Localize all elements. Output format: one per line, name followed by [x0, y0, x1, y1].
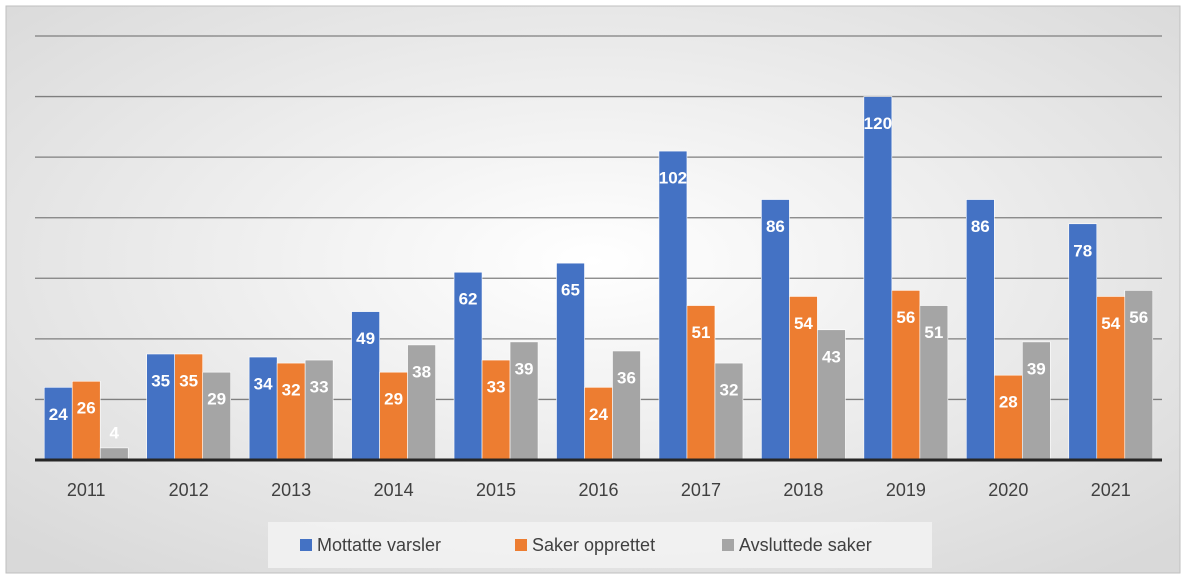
- value-label: 32: [719, 381, 738, 400]
- bar: [789, 296, 818, 461]
- value-label: 86: [766, 217, 785, 236]
- bar: [351, 311, 380, 461]
- legend-label: Avsluttede saker: [739, 535, 872, 555]
- x-tick-label: 2014: [374, 480, 414, 500]
- value-label: 29: [207, 390, 226, 409]
- x-tick-label: 2016: [578, 480, 618, 500]
- x-tick-label: 2019: [886, 480, 926, 500]
- x-tick-label: 2018: [783, 480, 823, 500]
- value-label: 62: [459, 290, 478, 309]
- bar: [304, 359, 334, 461]
- x-tick-label: 2013: [271, 480, 311, 500]
- value-label: 4: [109, 423, 119, 442]
- value-label: 102: [659, 169, 687, 188]
- bar: [146, 353, 175, 461]
- x-tick-label: 2020: [988, 480, 1028, 500]
- legend-label: Mottatte varsler: [317, 535, 441, 555]
- bar: [248, 356, 278, 461]
- bar: [994, 374, 1023, 461]
- bar: [612, 350, 641, 461]
- value-label: 56: [1129, 308, 1148, 327]
- bar: [891, 290, 921, 461]
- value-label: 33: [487, 378, 506, 397]
- value-label: 35: [179, 371, 198, 390]
- value-label: 38: [412, 362, 431, 381]
- legend-swatch: [515, 539, 527, 551]
- value-label: 24: [49, 405, 68, 424]
- value-label: 39: [1027, 359, 1046, 378]
- bar: [407, 344, 436, 461]
- value-label: 51: [924, 323, 943, 342]
- value-label: 29: [384, 390, 403, 409]
- bar: [761, 199, 790, 461]
- legend-label: Saker opprettet: [532, 535, 655, 555]
- x-tick-label: 2017: [681, 480, 721, 500]
- bar: [658, 150, 688, 461]
- x-tick-label: 2021: [1091, 480, 1131, 500]
- value-label: 24: [589, 405, 608, 424]
- legend-swatch: [722, 539, 734, 551]
- bar: [481, 359, 511, 461]
- bar: [1022, 341, 1051, 461]
- value-label: 28: [999, 393, 1018, 412]
- bar: [379, 371, 408, 461]
- value-label: 43: [822, 347, 841, 366]
- value-label: 86: [971, 217, 990, 236]
- value-label: 65: [561, 281, 580, 300]
- x-tick-label: 2011: [67, 480, 106, 500]
- bar: [966, 199, 995, 461]
- legend-box: [268, 522, 932, 568]
- value-label: 26: [77, 399, 96, 418]
- value-label: 78: [1073, 241, 1092, 260]
- value-label: 33: [310, 378, 329, 397]
- x-tick-label: 2015: [476, 480, 516, 500]
- bar: [202, 371, 231, 461]
- value-label: 56: [896, 308, 915, 327]
- bar: [276, 362, 306, 461]
- value-label: 49: [356, 329, 375, 348]
- x-tick-label: 2012: [169, 480, 209, 500]
- value-label: 54: [1101, 314, 1120, 333]
- value-label: 34: [254, 375, 273, 394]
- bar: [174, 353, 203, 461]
- value-label: 32: [282, 381, 301, 400]
- value-label: 54: [794, 314, 813, 333]
- bar: [919, 305, 949, 461]
- bar: [71, 380, 101, 461]
- bar: [1068, 223, 1098, 461]
- value-label: 51: [691, 323, 710, 342]
- bar: [1096, 296, 1126, 461]
- bar: [1124, 290, 1154, 461]
- bar: [99, 447, 129, 461]
- bar: [43, 387, 73, 461]
- value-label: 120: [864, 114, 892, 133]
- bar: [686, 305, 716, 461]
- bar: [453, 271, 483, 461]
- bar: [863, 96, 893, 461]
- legend-swatch: [300, 539, 312, 551]
- value-label: 35: [151, 371, 170, 390]
- value-label: 39: [515, 359, 534, 378]
- bar: [817, 329, 846, 461]
- bar: [556, 262, 585, 461]
- bar: [509, 341, 539, 461]
- bar: [714, 362, 744, 461]
- value-label: 36: [617, 368, 636, 387]
